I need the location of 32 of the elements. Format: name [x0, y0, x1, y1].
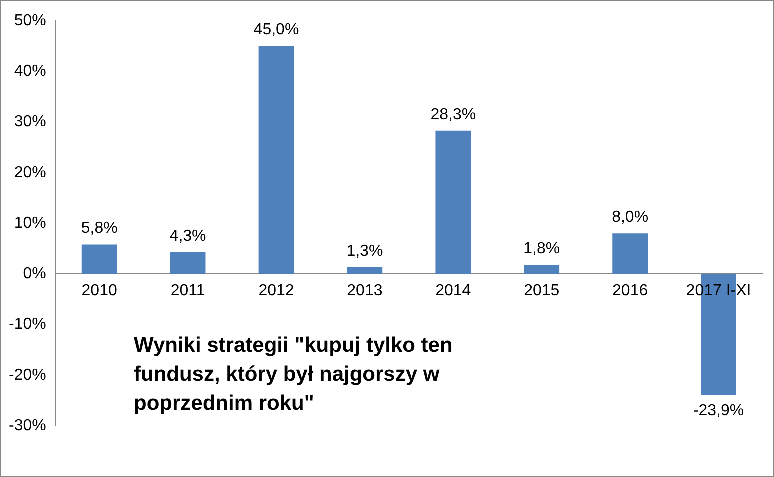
y-tick-label: 40% — [14, 63, 46, 80]
bar — [82, 244, 118, 274]
bar — [612, 234, 648, 274]
y-tick-label: -30% — [8, 417, 46, 434]
annotation: Wyniki strategii "kupuj tylko ten fundusz, który był najgorszy w poprzednim roku" — [134, 333, 454, 417]
x-tick-label: 2012 — [258, 282, 294, 300]
bar — [436, 130, 472, 274]
data-label: -23,9% — [693, 402, 744, 420]
x-tick-label: 2015 — [524, 282, 560, 300]
y-tick-label: 20% — [14, 164, 46, 182]
bar — [524, 265, 560, 274]
data-label: 45,0% — [254, 22, 300, 39]
y-tick-label: 30% — [14, 114, 46, 131]
data-label: 4,3% — [170, 228, 206, 245]
bar — [170, 252, 206, 274]
x-tick-label: 2014 — [436, 282, 472, 300]
x-tick-label: 2010 — [82, 282, 118, 300]
y-tick-label: -20% — [8, 366, 46, 384]
data-label: 1,8% — [524, 240, 560, 258]
x-tick-label: 2013 — [347, 282, 383, 300]
y-tick-label: 10% — [14, 214, 46, 232]
y-tick-label: 50% — [14, 12, 46, 30]
data-label: 5,8% — [81, 220, 118, 238]
bar — [258, 46, 294, 274]
data-label: 8,0% — [612, 209, 649, 226]
data-label: 28,3% — [430, 106, 476, 124]
x-tick-label: 2016 — [612, 282, 648, 300]
x-tick-label: 2011 — [170, 282, 206, 300]
bar — [347, 268, 383, 274]
y-tick-label: -10% — [8, 316, 46, 334]
data-label: 1,3% — [346, 242, 384, 260]
y-tick-label: 0% — [23, 266, 46, 283]
